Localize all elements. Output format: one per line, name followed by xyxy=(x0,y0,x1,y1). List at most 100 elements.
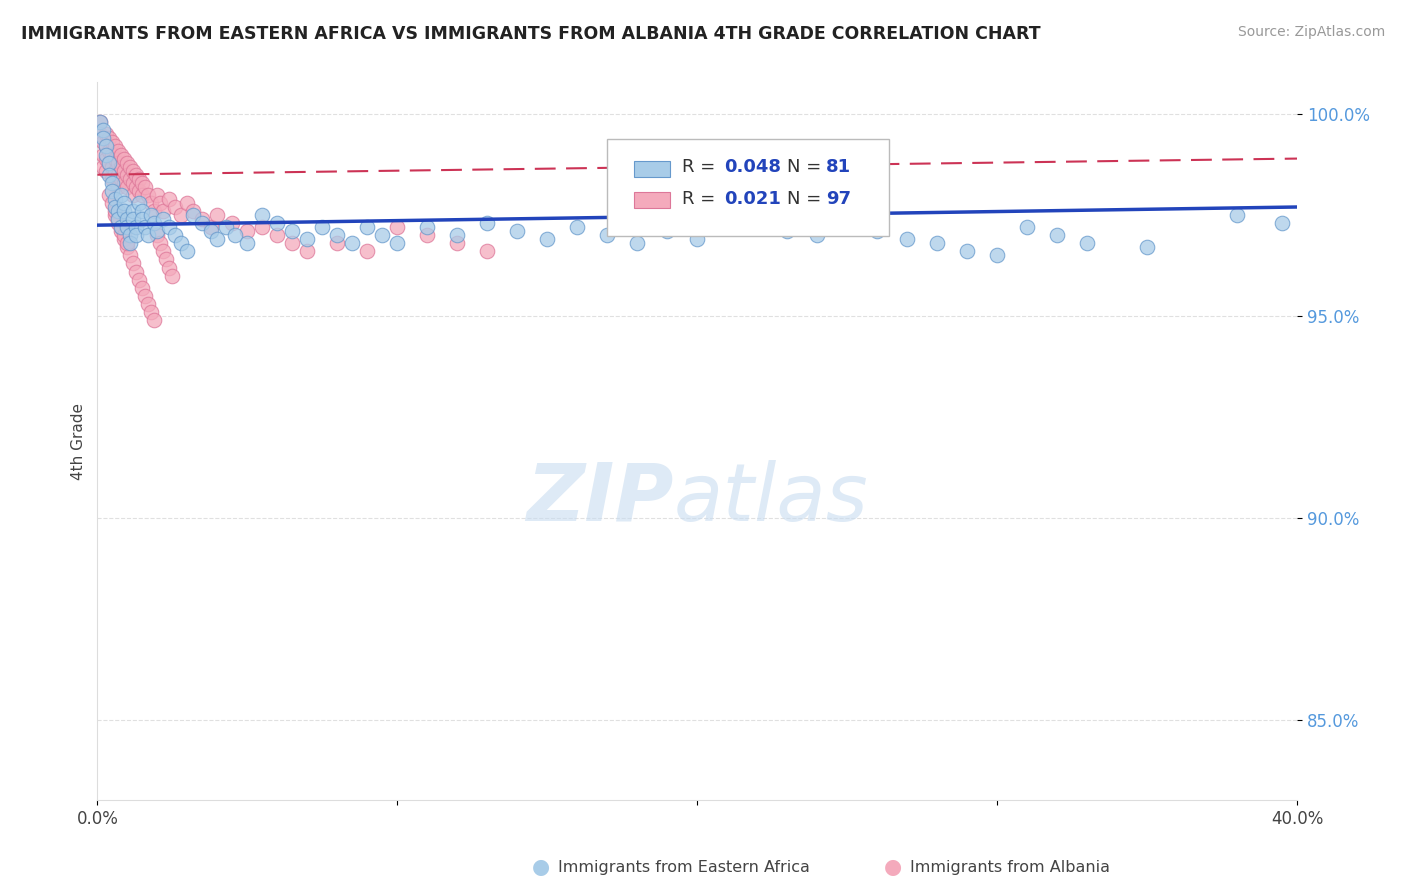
Point xyxy=(207,208,229,222)
Point xyxy=(297,232,319,246)
Text: N =: N = xyxy=(787,159,827,177)
Point xyxy=(117,240,139,254)
Point xyxy=(143,204,166,219)
Point xyxy=(96,128,118,142)
Point xyxy=(117,168,139,182)
Point xyxy=(297,244,319,259)
Point xyxy=(112,228,135,243)
Point xyxy=(170,236,193,251)
Point xyxy=(101,176,124,190)
FancyBboxPatch shape xyxy=(607,139,889,236)
Point xyxy=(200,220,222,235)
Point xyxy=(747,216,769,230)
Point xyxy=(686,232,709,246)
Point xyxy=(101,147,124,161)
Point xyxy=(98,168,121,182)
Point xyxy=(110,220,132,235)
Point xyxy=(165,228,187,243)
Point xyxy=(157,260,180,275)
Point xyxy=(986,248,1008,262)
Point xyxy=(104,163,127,178)
Text: ZIP: ZIP xyxy=(526,459,673,538)
Point xyxy=(110,220,132,235)
Point xyxy=(281,224,304,238)
Point xyxy=(117,212,139,227)
Point xyxy=(416,220,439,235)
Point xyxy=(165,200,187,214)
Point xyxy=(1136,240,1159,254)
Point xyxy=(125,264,148,278)
Point xyxy=(149,196,172,211)
Point xyxy=(927,236,949,251)
Point xyxy=(131,187,153,202)
Text: atlas: atlas xyxy=(673,459,868,538)
Point xyxy=(596,228,619,243)
Point xyxy=(112,232,135,246)
Point xyxy=(143,216,166,230)
Point xyxy=(896,232,918,246)
Point xyxy=(122,163,145,178)
Point xyxy=(138,187,160,202)
Point xyxy=(112,176,135,190)
Point xyxy=(131,176,153,190)
Point xyxy=(107,155,129,169)
Point xyxy=(236,224,259,238)
Point xyxy=(1017,220,1039,235)
Point xyxy=(112,152,135,166)
Point xyxy=(93,136,115,150)
Text: 0.048: 0.048 xyxy=(724,159,780,177)
Point xyxy=(221,216,243,230)
Point xyxy=(183,208,205,222)
Point xyxy=(98,155,121,169)
Point xyxy=(101,160,124,174)
Text: R =: R = xyxy=(682,190,721,208)
Point xyxy=(120,248,142,262)
Point xyxy=(104,200,127,214)
Point xyxy=(446,236,468,251)
Text: R =: R = xyxy=(682,159,721,177)
Point xyxy=(146,187,169,202)
Point xyxy=(866,224,889,238)
Point xyxy=(128,272,150,286)
Point xyxy=(152,212,174,227)
Point xyxy=(138,297,160,311)
Point xyxy=(200,224,222,238)
Point xyxy=(89,128,111,142)
Point xyxy=(143,313,166,327)
Point xyxy=(110,160,132,174)
Point xyxy=(477,216,499,230)
Point xyxy=(104,139,127,153)
Point xyxy=(107,179,129,194)
Point xyxy=(356,244,378,259)
Point xyxy=(112,204,135,219)
Text: Immigrants from Eastern Africa: Immigrants from Eastern Africa xyxy=(558,860,810,874)
Point xyxy=(104,152,127,166)
Point xyxy=(152,204,174,219)
Point xyxy=(93,160,115,174)
Text: N =: N = xyxy=(787,190,827,208)
Point xyxy=(125,228,148,243)
Point xyxy=(112,196,135,211)
Point xyxy=(125,168,148,182)
Point xyxy=(96,139,118,153)
Point xyxy=(207,232,229,246)
Point xyxy=(110,224,132,238)
Point xyxy=(191,216,214,230)
Point xyxy=(120,160,142,174)
Point xyxy=(146,228,169,243)
Point xyxy=(1076,236,1098,251)
Point xyxy=(191,212,214,227)
Point xyxy=(152,244,174,259)
Point xyxy=(236,236,259,251)
Point xyxy=(101,184,124,198)
Point xyxy=(117,220,139,235)
Point xyxy=(101,136,124,150)
Point xyxy=(266,228,288,243)
Point xyxy=(536,232,558,246)
Point xyxy=(956,244,979,259)
Point xyxy=(107,144,129,158)
Point xyxy=(125,179,148,194)
Point xyxy=(89,115,111,129)
Point xyxy=(98,144,121,158)
Point xyxy=(446,228,468,243)
